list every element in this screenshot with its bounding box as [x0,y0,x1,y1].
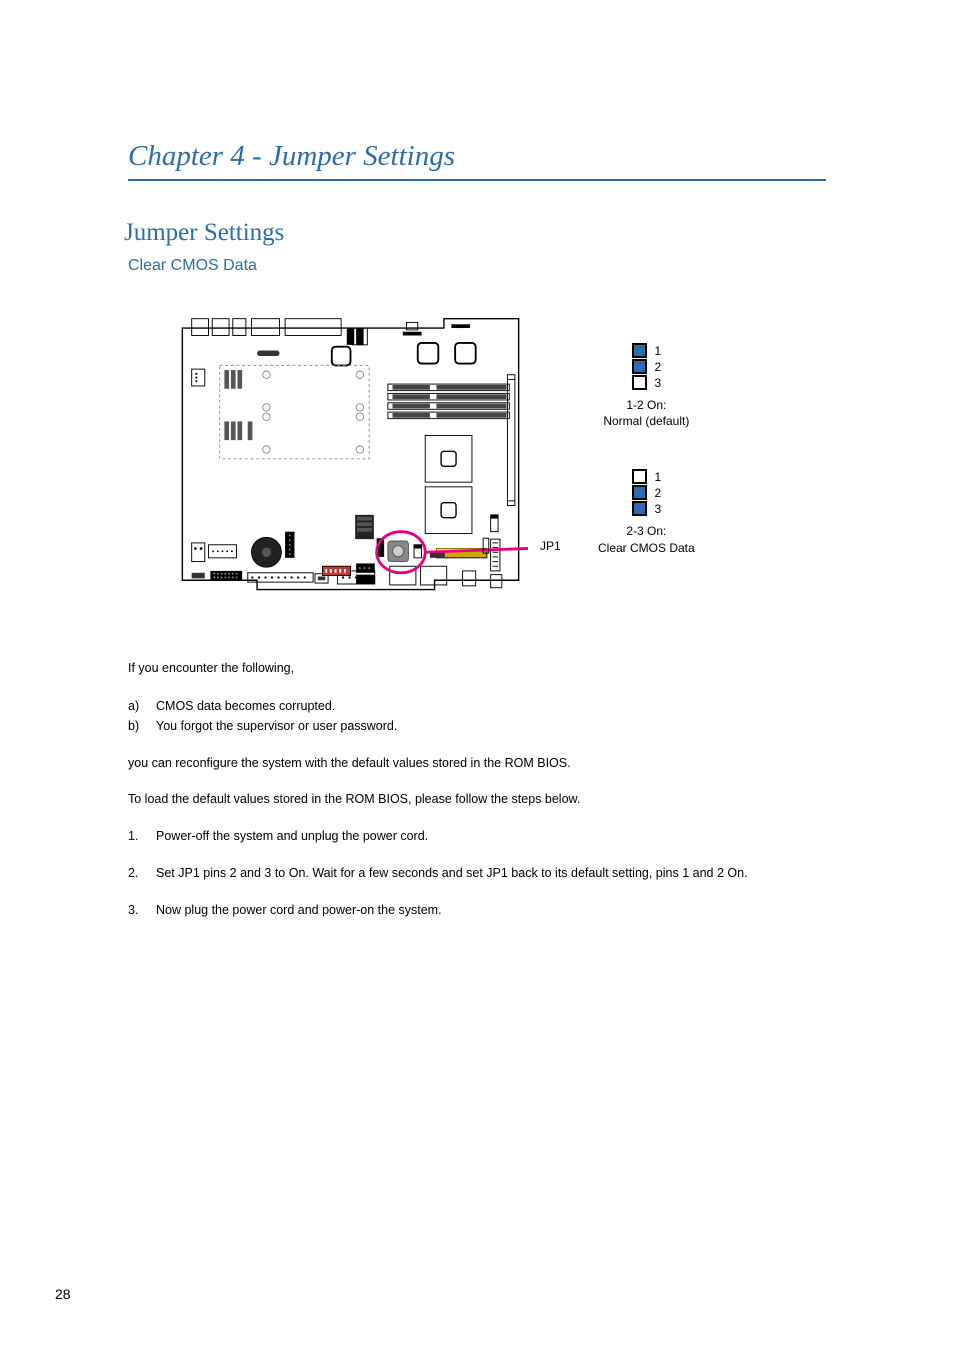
para-follow-steps: To load the default values stored in the… [128,790,826,809]
subsection-title: Clear CMOS Data [128,257,826,275]
legend-caption-line: Normal (default) [598,413,695,429]
legend-caption-line: 2-3 On: [598,523,695,539]
pin-num: 3 [655,502,662,516]
legend-clear: 1 2 3 2-3 On: Clear CMOS Data [598,469,695,555]
jumper-jp1-label: JP1 [540,539,561,553]
pin-num: 3 [655,376,662,390]
step-num: 2. [128,864,156,883]
step-text: Set JP1 pins 2 and 3 to On. Wait for a f… [156,864,826,883]
step-text: Now plug the power cord and power-on the… [156,901,826,920]
legend-normal: 1 2 3 1-2 On: Normal (default) [598,343,695,429]
steps-list: 1.Power-off the system and unplug the po… [128,827,826,919]
legend-caption-line: 1-2 On: [598,397,695,413]
list-marker: a) [128,696,156,716]
pin-box [632,501,647,516]
pin-box [632,359,647,374]
list-text: CMOS data becomes corrupted. [156,696,335,716]
para-reconfigure: you can reconfigure the system with the … [128,754,826,773]
diagram-area: JP1 1 2 3 1-2 On: Normal (default) 1 2 3 [173,300,826,599]
list-marker: b) [128,716,156,736]
pin-box [632,343,647,358]
step-num: 1. [128,827,156,846]
pin-num: 2 [655,486,662,500]
pin-num: 1 [655,470,662,484]
pin-box [632,375,647,390]
section-title: Jumper Settings [124,219,826,247]
intro-text: If you encounter the following, [128,659,826,678]
pin-box [632,485,647,500]
chapter-title: Chapter 4 - Jumper Settings [128,140,826,181]
list-text: You forgot the supervisor or user passwo… [156,716,397,736]
pin-box [632,469,647,484]
pin-num: 2 [655,360,662,374]
legend-caption-line: Clear CMOS Data [598,540,695,556]
pin-num: 1 [655,344,662,358]
step-text: Power-off the system and unplug the powe… [156,827,826,846]
condition-list: a)CMOS data becomes corrupted. b)You for… [128,696,826,736]
page-number: 28 [55,1286,71,1302]
motherboard-diagram [173,300,528,599]
jumper-legend: JP1 1 2 3 1-2 On: Normal (default) 1 2 3 [598,343,695,556]
step-num: 3. [128,901,156,920]
